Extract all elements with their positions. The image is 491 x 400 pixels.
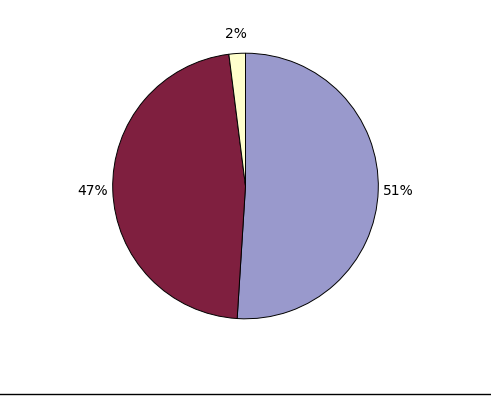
Wedge shape [229,53,246,186]
Wedge shape [237,53,378,319]
Text: 2%: 2% [225,26,247,40]
Wedge shape [113,54,246,318]
Text: 51%: 51% [383,184,413,198]
Text: 47%: 47% [78,184,108,198]
Legend: Workforce Development, Department of Labor, Secretariats that are Less than 5% o: Workforce Development, Department of Lab… [0,394,491,400]
